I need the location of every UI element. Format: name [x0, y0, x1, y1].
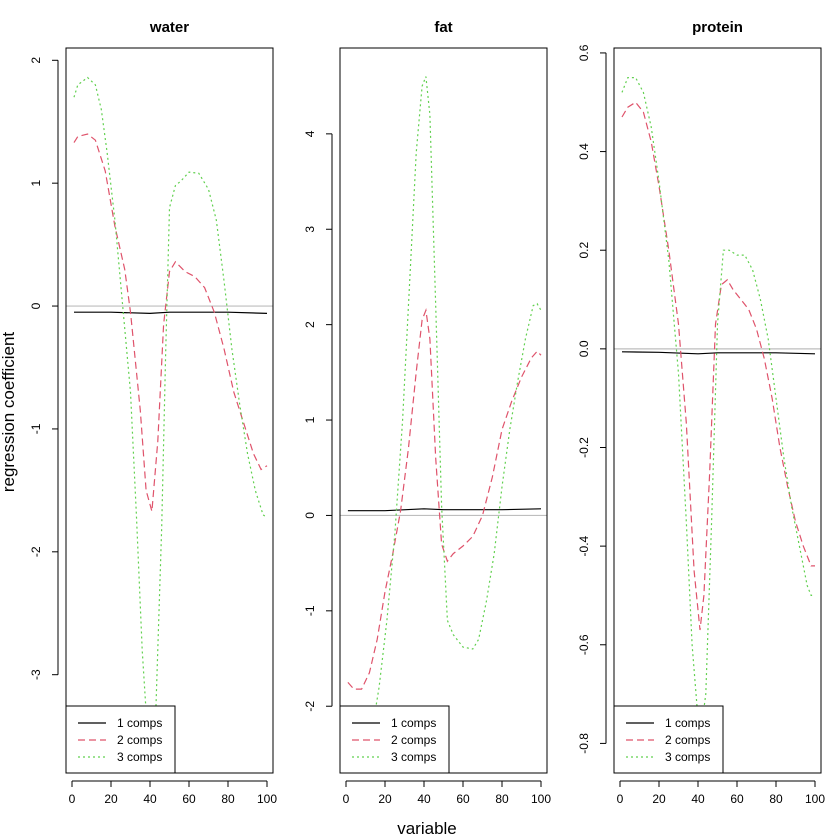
x-axis: 0 20 40 60 80 100 [69, 780, 277, 806]
y-tick-label: 1 [303, 416, 317, 423]
y-tick-label: -3 [29, 669, 43, 680]
x-tick-label: 100 [805, 792, 825, 806]
y-tick-label: 0.4 [577, 143, 591, 160]
y-tick-label: -0.4 [577, 535, 591, 556]
y-axis: -0.8 -0.6 -0.4 -0.2 0.0 0.2 0.4 0.6 [577, 44, 607, 754]
y-tick-label: 2 [303, 321, 317, 328]
x-tick-label: 80 [769, 792, 783, 806]
y-tick-label: 3 [303, 226, 317, 233]
x-tick-label: 80 [221, 792, 235, 806]
x-tick-label: 100 [257, 792, 277, 806]
panel-title: protein [692, 19, 743, 36]
legend-label: 2 comps [665, 733, 710, 747]
series-line-1-comps [74, 311, 268, 315]
legend-label: 3 comps [117, 750, 162, 764]
x-tick-label: 20 [104, 792, 118, 806]
panel-title: water [149, 19, 189, 36]
x-tick-label: 20 [652, 792, 666, 806]
panel-protein: protein 0 20 40 60 80 100 -0.8 -0.6 -0.4 -0.2 0.0 0.… [577, 19, 825, 806]
y-tick-label: 1 [29, 180, 43, 187]
series-line-1-comps [621, 351, 816, 355]
y-tick-label: 4 [303, 130, 317, 137]
legend-label: 2 comps [391, 733, 436, 747]
x-tick-label: 60 [182, 792, 196, 806]
plot-frame [339, 47, 548, 774]
x-tick-label: 40 [143, 792, 157, 806]
plot-frame [65, 47, 274, 774]
x-tick-label: 0 [343, 792, 350, 806]
legend-label: 3 comps [665, 750, 710, 764]
y-axis: -2 -1 0 1 2 3 4 [303, 130, 333, 712]
series-line-3-comps [73, 76, 268, 749]
series-line-2-comps [621, 101, 815, 631]
legend-label: 2 comps [117, 733, 162, 747]
y-tick-label: 0 [29, 302, 43, 309]
series-line-2-comps [73, 133, 268, 512]
y-tick-label: -2 [303, 701, 317, 712]
series-group [347, 76, 542, 764]
x-tick-label: 0 [69, 792, 76, 806]
x-axis: 0 20 40 60 80 100 [343, 780, 551, 806]
legend-label: 3 comps [391, 750, 436, 764]
y-tick-label: -0.2 [577, 437, 591, 458]
y-tick-label: 0 [303, 512, 317, 519]
legend-label: 1 comps [665, 716, 710, 730]
x-tick-label: 100 [531, 792, 551, 806]
y-tick-label: -1 [29, 423, 43, 434]
y-axis-label: regression coefficient [0, 332, 18, 493]
y-tick-label: 0.6 [577, 44, 591, 61]
y-tick-label: -2 [29, 546, 43, 557]
x-tick-label: 60 [456, 792, 470, 806]
legend: 1 comps 2 comps 3 comps [613, 705, 724, 774]
series-line-3-comps [621, 77, 815, 726]
x-tick-label: 40 [417, 792, 431, 806]
y-tick-label: -1 [303, 605, 317, 616]
plot-frame [613, 47, 822, 774]
panel-title: fat [434, 19, 452, 36]
series-group [73, 76, 268, 749]
x-tick-label: 20 [378, 792, 392, 806]
legend: 1 comps 2 comps 3 comps [339, 705, 450, 774]
series-line-1-comps [347, 508, 542, 512]
series-group [621, 77, 816, 726]
panel-water: water 0 20 40 60 80 100 -3 -2 -1 0 1 2 1 comps 2 comps… [29, 19, 277, 806]
x-axis: 0 20 40 60 80 100 [617, 780, 825, 806]
legend: 1 comps 2 comps 3 comps [65, 705, 176, 774]
x-tick-label: 80 [495, 792, 509, 806]
series-line-2-comps [347, 307, 542, 690]
y-tick-label: 2 [29, 57, 43, 64]
y-axis: -3 -2 -1 0 1 2 [29, 57, 59, 680]
y-tick-label: 0.0 [577, 340, 591, 357]
legend-label: 1 comps [391, 716, 436, 730]
y-tick-label: -0.6 [577, 634, 591, 655]
series-line-3-comps [364, 76, 542, 764]
y-tick-label: -0.8 [577, 733, 591, 754]
x-tick-label: 60 [730, 792, 744, 806]
y-tick-label: 0.2 [577, 242, 591, 259]
x-axis-label: variable [397, 819, 457, 838]
legend-label: 1 comps [117, 716, 162, 730]
x-tick-label: 0 [617, 792, 624, 806]
x-tick-label: 40 [691, 792, 705, 806]
panel-fat: fat 0 20 40 60 80 100 -2 -1 0 1 2 3 4 1 comps 2 comps 3 … [303, 19, 551, 806]
